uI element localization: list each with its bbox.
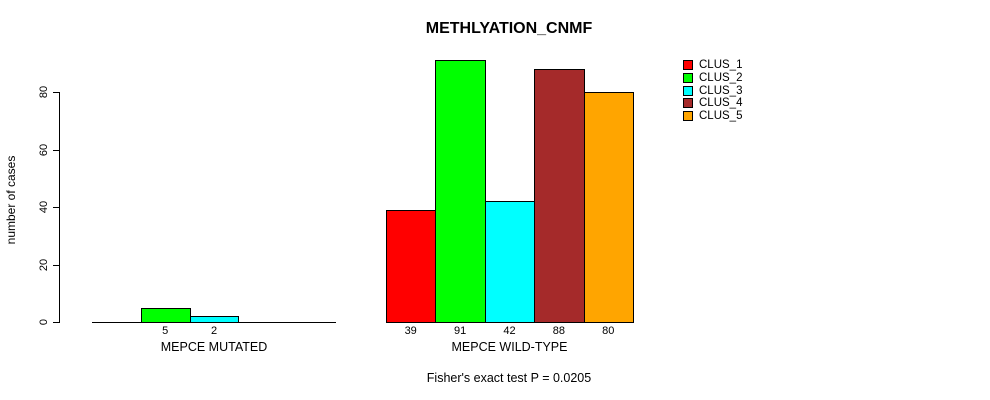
legend-color-swatch: [683, 60, 693, 71]
bar-value-label: 39: [404, 325, 417, 337]
bar-clus_1: [386, 210, 436, 323]
y-axis-tick: [53, 150, 59, 151]
y-axis-line: [59, 92, 60, 323]
y-axis-tick: [53, 92, 59, 93]
footnote: Fisher's exact test P = 0.0205: [426, 371, 592, 385]
y-axis-tick-label: 60: [38, 143, 50, 157]
legend-color-swatch: [683, 73, 693, 84]
y-axis-label: number of cases: [4, 155, 18, 245]
legend-label: CLUS_5: [699, 110, 743, 123]
bar-value-label: 88: [552, 325, 566, 337]
y-axis-tick: [53, 322, 59, 323]
bar-clus_4: [534, 69, 585, 323]
bar-value-label: 42: [503, 325, 516, 337]
y-axis-tick: [53, 207, 59, 208]
bar-value-label: 5: [162, 325, 169, 337]
legend: CLUS_1 CLUS_2 CLUS_3 CLUS_4 CLUS_5: [683, 59, 742, 122]
group-label: MEPCE MUTATED: [160, 340, 268, 354]
legend-row: CLUS_5: [683, 110, 742, 123]
y-axis-tick-label: 20: [38, 258, 50, 272]
chart-title: METHLYATION_CNMF: [425, 20, 593, 37]
group-label: MEPCE WILD-TYPE: [451, 340, 568, 354]
legend-label: CLUS_3: [699, 84, 743, 97]
legend-label: CLUS_4: [699, 97, 743, 110]
bar-clus_2: [141, 308, 191, 323]
bar-clus_5: [584, 92, 634, 323]
legend-color-swatch: [683, 111, 693, 122]
y-axis-tick-label: 80: [38, 85, 50, 99]
legend-color-swatch: [683, 85, 693, 96]
y-axis-tick-label: 0: [38, 318, 50, 326]
bar-clus_2: [435, 60, 486, 323]
y-axis-tick-label: 40: [38, 200, 50, 214]
bar-value-label: 91: [453, 325, 467, 337]
bar-value-label: 80: [602, 325, 615, 337]
legend-row: CLUS_3: [683, 84, 742, 97]
bar-clus_3: [485, 201, 535, 323]
legend-label: CLUS_1: [699, 59, 743, 72]
legend-label: CLUS_2: [699, 72, 743, 85]
bar-value-label: 2: [210, 325, 218, 337]
y-axis-tick: [53, 265, 59, 266]
legend-color-swatch: [683, 98, 693, 109]
legend-row: CLUS_1: [683, 59, 742, 72]
legend-row: CLUS_4: [683, 97, 742, 110]
bar-clus_3: [190, 316, 239, 323]
legend-row: CLUS_2: [683, 72, 742, 85]
